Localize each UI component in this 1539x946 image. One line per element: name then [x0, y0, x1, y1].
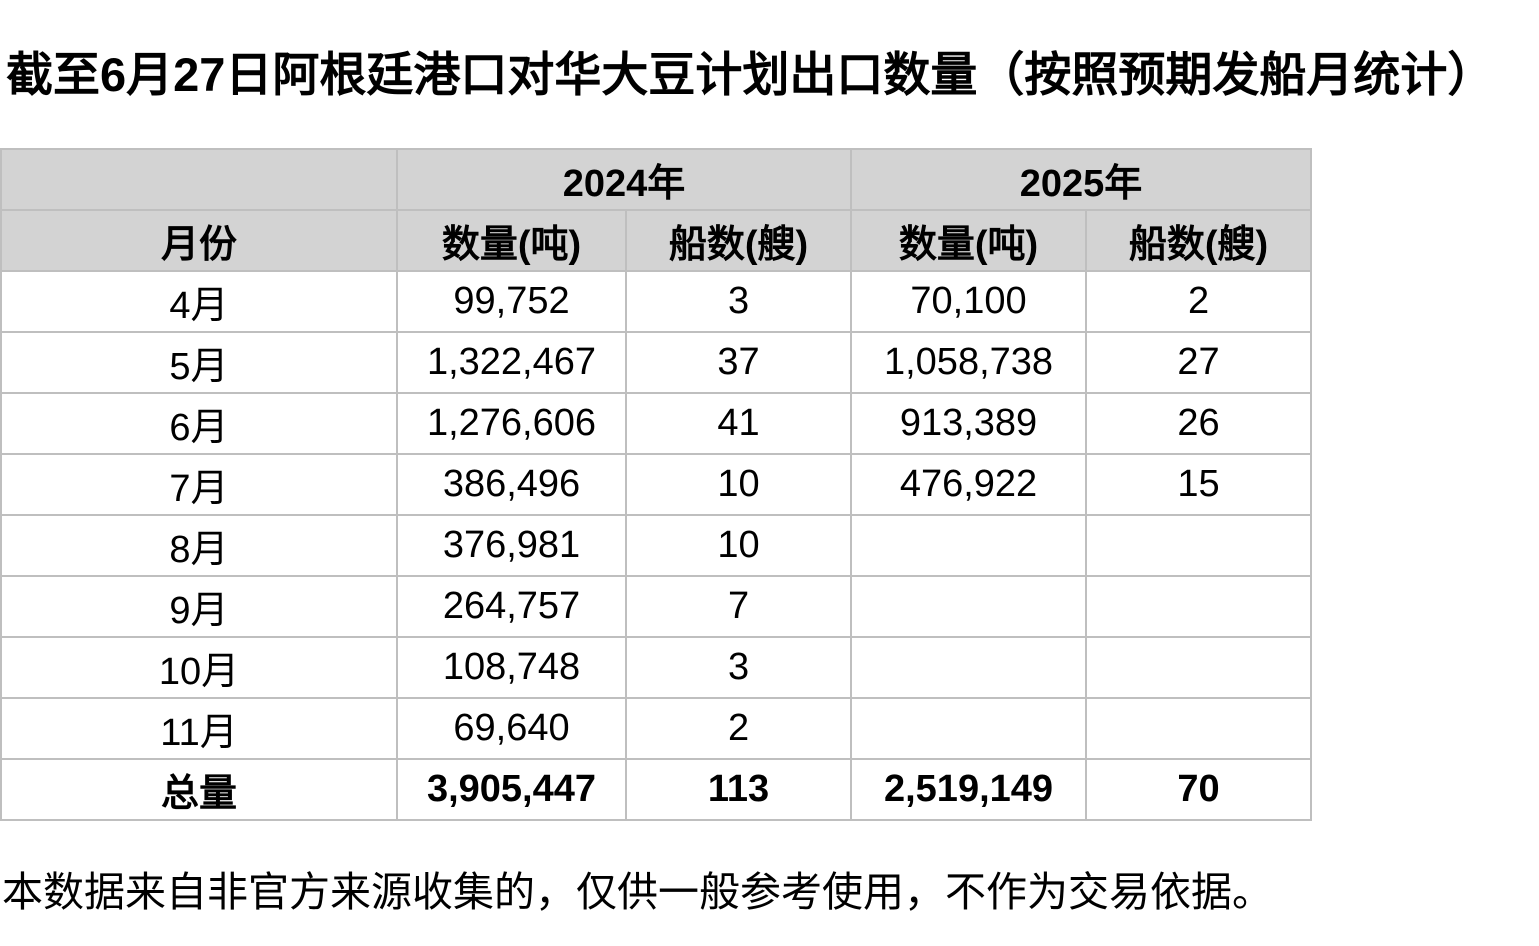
ships-2024-cell: 37	[624, 331, 853, 394]
qty-2024-cell: 1,322,467	[396, 331, 627, 394]
ships-2025-cell: 2	[1085, 270, 1313, 333]
qty-2025-cell	[850, 636, 1088, 699]
table-row: 7月 386,496 10 476,922 15	[0, 453, 1313, 516]
ships-2025-cell	[1085, 636, 1313, 699]
ships-2025-cell: 27	[1085, 331, 1313, 394]
table-row: 6月 1,276,606 41 913,389 26	[0, 392, 1313, 455]
table-header: 2024年 2025年 月份 数量(吨) 船数(艘) 数量(吨) 船数(艘)	[0, 148, 1313, 272]
column-header-month: 月份	[0, 209, 398, 272]
column-header-ships-2025: 船数(艘)	[1085, 209, 1313, 272]
table-row: 5月 1,322,467 37 1,058,738 27	[0, 331, 1313, 394]
qty-2024-cell: 108,748	[396, 636, 627, 699]
table-row: 8月 376,981 10	[0, 514, 1313, 577]
table-row: 4月 99,752 3 70,100 2	[0, 270, 1313, 333]
total-ships-2025-cell: 70	[1085, 758, 1313, 821]
month-cell: 11月	[0, 697, 398, 760]
ships-2024-cell: 41	[624, 392, 853, 455]
qty-2024-cell: 69,640	[396, 697, 627, 760]
ships-2024-cell: 7	[624, 575, 853, 638]
qty-2025-cell: 1,058,738	[850, 331, 1088, 394]
total-qty-2025-cell: 2,519,149	[850, 758, 1088, 821]
ships-2025-cell: 26	[1085, 392, 1313, 455]
year-header-row: 2024年 2025年	[0, 148, 1313, 211]
ships-2025-cell	[1085, 697, 1313, 760]
table-body: 4月 99,752 3 70,100 2 5月 1,322,467 37 1,0…	[0, 270, 1313, 821]
disclaimer-note: 本数据来自非官方来源收集的，仅供一般参考使用，不作为交易依据。	[2, 869, 1273, 915]
ships-2025-cell	[1085, 575, 1313, 638]
qty-2024-cell: 376,981	[396, 514, 627, 577]
month-cell: 9月	[0, 575, 398, 638]
ships-2024-cell: 3	[624, 636, 853, 699]
table-row: 11月 69,640 2	[0, 697, 1313, 760]
export-data-table: 2024年 2025年 月份 数量(吨) 船数(艘) 数量(吨) 船数(艘) 4…	[0, 148, 1313, 821]
month-cell: 7月	[0, 453, 398, 516]
ships-2024-cell: 10	[624, 453, 853, 516]
qty-2024-cell: 264,757	[396, 575, 627, 638]
ships-2024-cell: 10	[624, 514, 853, 577]
month-cell: 10月	[0, 636, 398, 699]
column-header-row: 月份 数量(吨) 船数(艘) 数量(吨) 船数(艘)	[0, 209, 1313, 272]
year-header-2025: 2025年	[850, 148, 1313, 211]
column-header-qty-2024: 数量(吨)	[396, 209, 627, 272]
month-cell: 5月	[0, 331, 398, 394]
page-title: 截至6月27日阿根廷港口对华大豆计划出口数量（按照预期发船月统计）	[6, 48, 1495, 101]
table-row: 9月 264,757 7	[0, 575, 1313, 638]
qty-2025-cell: 476,922	[850, 453, 1088, 516]
qty-2025-cell	[850, 697, 1088, 760]
qty-2025-cell: 913,389	[850, 392, 1088, 455]
total-row: 总量 3,905,447 113 2,519,149 70	[0, 758, 1313, 821]
month-cell: 6月	[0, 392, 398, 455]
ships-2025-cell	[1085, 514, 1313, 577]
qty-2024-cell: 1,276,606	[396, 392, 627, 455]
ships-2024-cell: 2	[624, 697, 853, 760]
qty-2025-cell	[850, 514, 1088, 577]
ships-2025-cell: 15	[1085, 453, 1313, 516]
total-ships-2024-cell: 113	[624, 758, 853, 821]
table-row: 10月 108,748 3	[0, 636, 1313, 699]
qty-2024-cell: 386,496	[396, 453, 627, 516]
month-cell: 8月	[0, 514, 398, 577]
qty-2025-cell: 70,100	[850, 270, 1088, 333]
corner-cell	[0, 148, 398, 211]
qty-2024-cell: 99,752	[396, 270, 627, 333]
column-header-qty-2025: 数量(吨)	[850, 209, 1088, 272]
year-header-2024: 2024年	[395, 148, 853, 211]
total-label-cell: 总量	[0, 758, 398, 821]
month-cell: 4月	[0, 270, 398, 333]
column-header-ships-2024: 船数(艘)	[624, 209, 853, 272]
ships-2024-cell: 3	[624, 270, 853, 333]
qty-2025-cell	[850, 575, 1088, 638]
total-qty-2024-cell: 3,905,447	[396, 758, 627, 821]
